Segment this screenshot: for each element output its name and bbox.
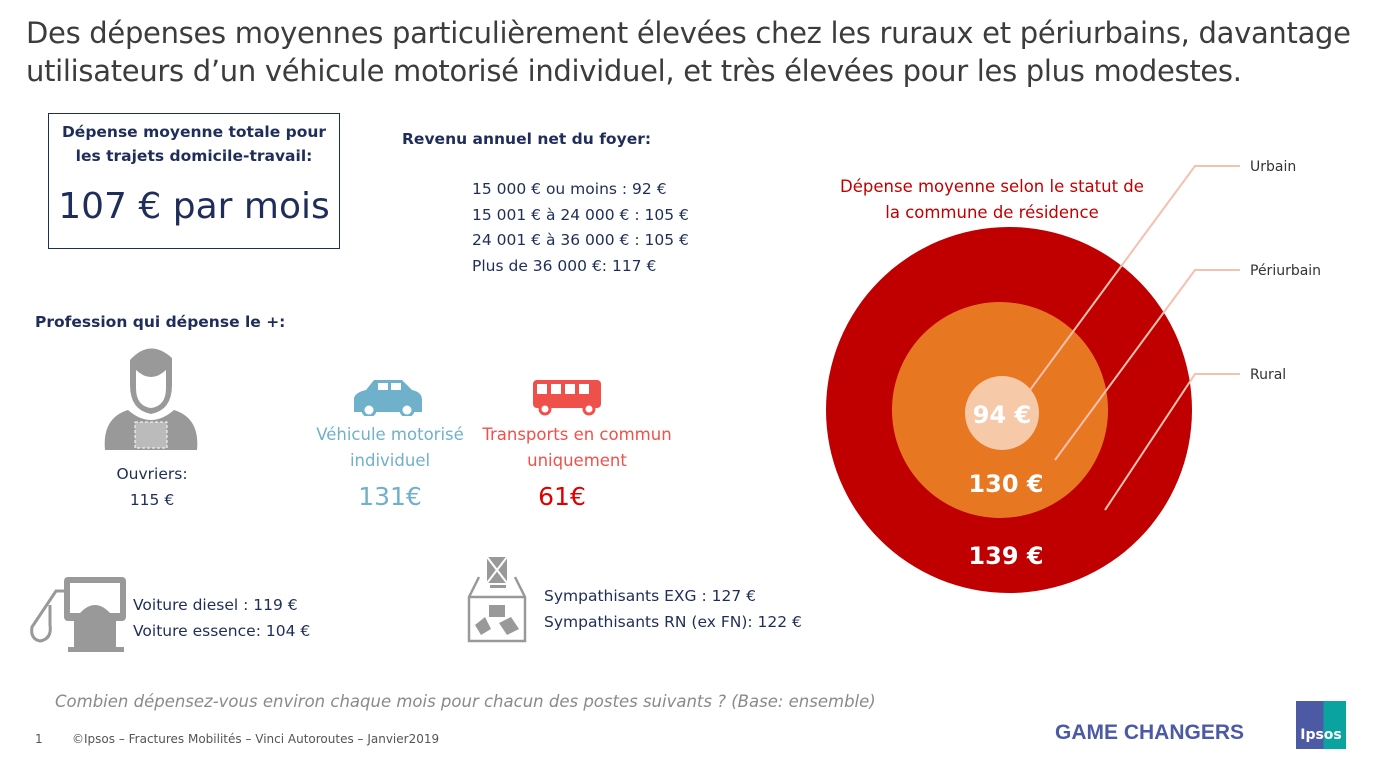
category-label: Périurbain [1250,263,1321,279]
politics-list: Sympathisants EXG : 127 € Sympathisants … [544,584,802,635]
fuel-pump-icon [30,577,126,652]
vehicle-label: individuel [349,451,431,470]
circle-urbain [965,376,1039,450]
fuel-row: Voiture essence: 104 € [133,621,311,640]
vehicle-value: 131€ [358,482,422,511]
profession-label: Ouvriers: [116,465,188,483]
leader-line [1104,373,1240,511]
copyright: ©Ipsos – Fractures Mobilités – Vinci Aut… [72,732,440,746]
value-label: 139 € [968,542,1043,570]
leader-line [1029,165,1240,391]
leader-line [1054,269,1240,461]
bus-icon [533,380,601,416]
survey-question: Combien dépensez-vous environ chaque moi… [55,692,876,711]
fuel-list: Voiture diesel : 119 € Voiture essence: … [133,593,310,644]
profession-value: 115 € [129,490,175,509]
vehicle-block: Véhicule motorisé individuel 131€ [306,422,474,510]
transport-label: uniquement [527,451,627,470]
chart-title-line: Dépense moyenne selon le statut de la com… [840,177,1144,222]
profession-heading: Profession qui dépense le +: [35,313,286,331]
category-label: Urbain [1250,159,1296,175]
slide-title: Des dépenses moyennes particulièrement é… [26,16,1351,88]
vehicle-label: Véhicule motorisé [316,425,464,444]
income-row: 24 001 € à 36 000 € : 105 € [472,231,689,249]
value-label: 130 € [968,470,1043,498]
income-heading: Revenu annuel net du foyer: [402,130,652,148]
page-number: 1 [35,732,43,746]
politics-row: Sympathisants RN (ex FN): 122 € [544,612,802,631]
category-label: Rural [1250,367,1286,383]
income-row: 15 000 € ou moins : 92 € [472,180,667,198]
tagline: GAME CHANGERS [1055,721,1245,744]
total-spend-label: Dépense moyenne totale pour les trajets … [61,123,327,165]
profession-info: Ouvriers: 115 € [100,462,204,513]
transport-value: 61€ [538,482,586,511]
circle-périurbain [892,302,1108,518]
total-spend-box: Dépense moyenne totale pour les trajets … [48,113,340,249]
politics-row: Sympathisants EXG : 127 € [544,587,757,605]
circle-rural [826,227,1192,593]
income-list: 15 000 € ou moins : 92 € 15 001 € à 24 0… [472,177,689,279]
value-label: 94 € [973,401,1031,429]
total-spend-value: 107 € par mois [58,186,330,227]
income-row: Plus de 36 000 €: 117 € [472,256,657,275]
ipsos-logo: Ipsos [1296,701,1346,749]
worker-icon [104,348,198,450]
fuel-row: Voiture diesel : 119 € [133,596,298,614]
ballot-box-icon [467,556,527,643]
car-icon [354,380,422,416]
transport-label: Transports en commun [482,425,672,444]
transport-block: Transports en commun uniquement 61€ [474,422,680,510]
income-row: 15 001 € à 24 000 € : 105 € [472,205,689,224]
